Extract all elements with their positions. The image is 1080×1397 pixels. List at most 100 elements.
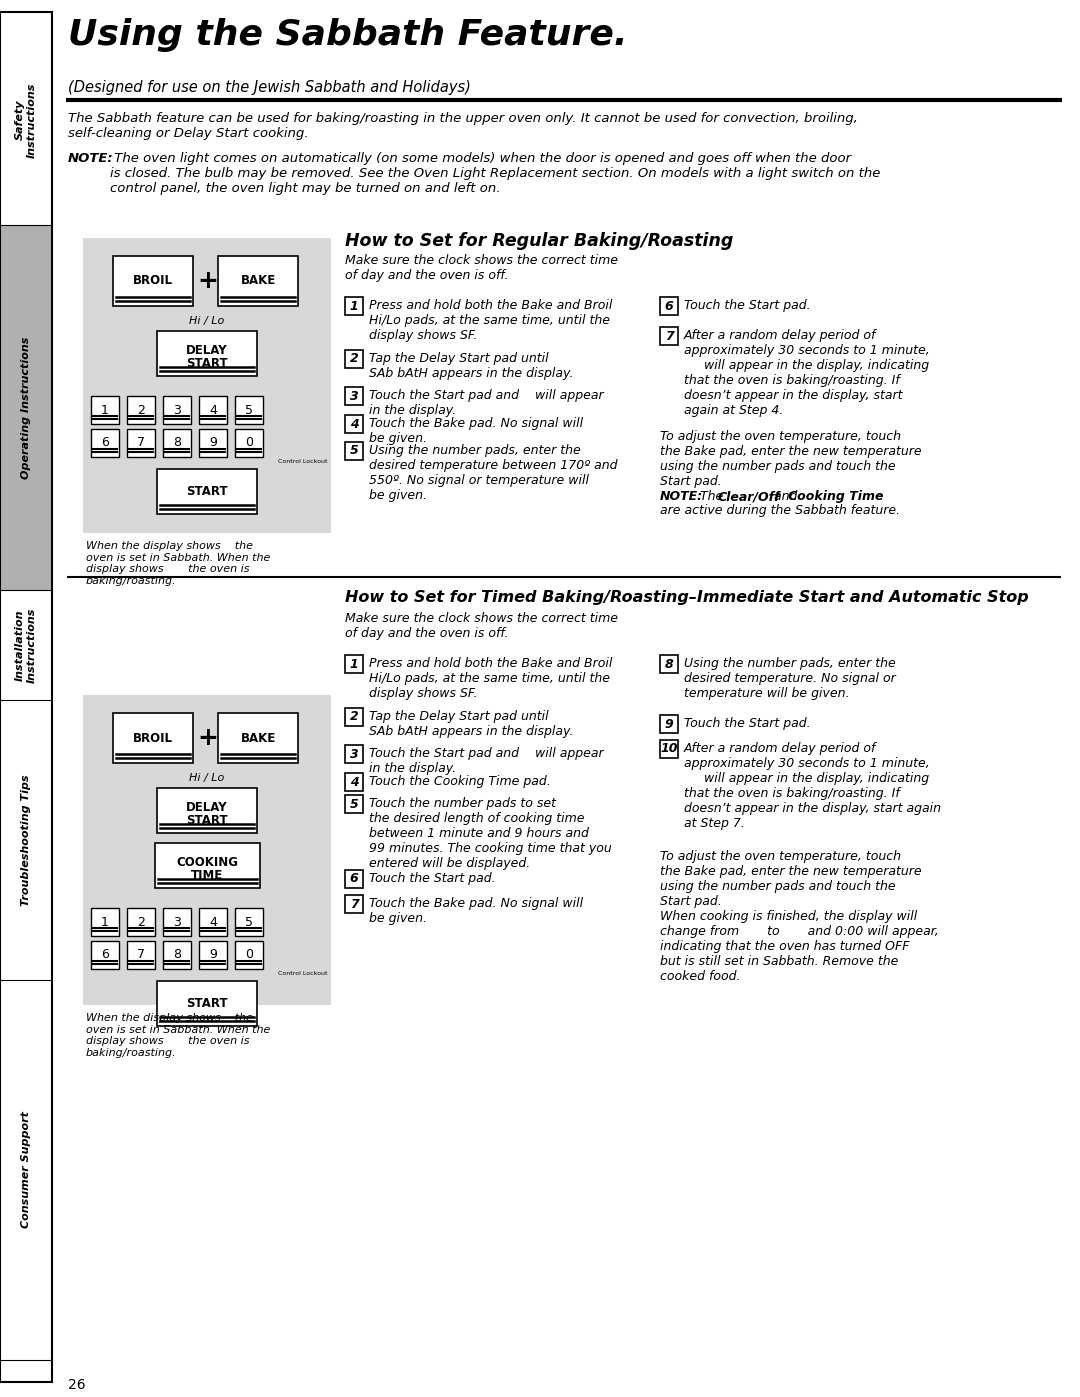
Bar [660,740,678,759]
FancyBboxPatch shape [91,395,119,425]
Text: 7: 7 [137,949,145,961]
FancyBboxPatch shape [199,908,227,936]
FancyBboxPatch shape [91,429,119,457]
Text: 6: 6 [102,949,109,961]
Text: 5: 5 [350,444,359,457]
Text: 2: 2 [350,711,359,724]
Bar [83,237,330,534]
Text: Touch the Bake pad. No signal will
be given.: Touch the Bake pad. No signal will be gi… [369,416,583,446]
Bar [345,745,363,763]
FancyBboxPatch shape [163,942,191,970]
Bar [345,441,363,460]
Text: Make sure the clock shows the correct time
of day and the oven is off.: Make sure the clock shows the correct ti… [345,612,618,640]
Text: 8: 8 [173,949,181,961]
Text: Press and hold both the Bake and Broil
Hi/Lo pads, at the same time, until the
d: Press and hold both the Bake and Broil H… [369,657,612,700]
FancyBboxPatch shape [163,429,191,457]
FancyBboxPatch shape [199,429,227,457]
Text: Safety
Instructions: Safety Instructions [15,82,37,158]
FancyBboxPatch shape [91,908,119,936]
Text: How to Set for Timed Baking/Roasting–Immediate Start and Automatic Stop: How to Set for Timed Baking/Roasting–Imm… [345,590,1029,605]
Text: +: + [198,270,218,293]
Text: 4: 4 [350,418,359,430]
Text: 8: 8 [664,658,673,671]
Text: 7: 7 [137,436,145,450]
Text: Control Lockout: Control Lockout [279,460,328,464]
FancyBboxPatch shape [163,395,191,425]
Text: 2: 2 [137,404,145,416]
Text: 3: 3 [173,404,181,416]
Text: 0: 0 [245,436,253,450]
Bar [660,298,678,314]
FancyBboxPatch shape [113,256,193,306]
Text: Operating Instructions: Operating Instructions [21,337,31,479]
Text: Press and hold both the Bake and Broil
Hi/Lo pads, at the same time, until the
d: Press and hold both the Bake and Broil H… [369,299,612,342]
FancyBboxPatch shape [235,942,264,970]
Bar [345,795,363,813]
Text: 9: 9 [210,436,217,450]
Text: START: START [186,358,228,370]
Text: Control Lockout: Control Lockout [279,971,328,977]
FancyBboxPatch shape [127,429,156,457]
Text: 3: 3 [350,747,359,760]
Text: Tap the Delay Start pad until
SAb bAtH appears in the display.: Tap the Delay Start pad until SAb bAtH a… [369,352,573,380]
Text: 2: 2 [350,352,359,366]
Text: Touch the Cooking Time pad.: Touch the Cooking Time pad. [369,775,551,788]
Text: Using the number pads, enter the
desired temperature. No signal or
temperature w: Using the number pads, enter the desired… [684,657,895,700]
Bar [0,225,52,590]
FancyBboxPatch shape [218,256,298,306]
Text: 0: 0 [245,949,253,961]
Text: 1: 1 [350,299,359,313]
Text: Touch the Start pad and    will appear
in the display.: Touch the Start pad and will appear in t… [369,388,604,416]
Text: BAKE: BAKE [241,274,275,288]
FancyBboxPatch shape [218,712,298,763]
Text: Cooking Time: Cooking Time [788,490,883,503]
Text: 1: 1 [350,658,359,671]
Text: 6: 6 [664,299,673,313]
Text: Touch the number pads to set
the desired length of cooking time
between 1 minute: Touch the number pads to set the desired… [369,798,611,870]
Text: 4: 4 [350,775,359,788]
Text: BROIL: BROIL [133,274,173,288]
Text: 9: 9 [210,949,217,961]
FancyBboxPatch shape [157,981,257,1025]
Text: The: The [700,490,727,503]
Text: 1: 1 [102,404,109,416]
Text: To adjust the oven temperature, touch
the Bake pad, enter the new temperature
us: To adjust the oven temperature, touch th… [660,849,921,908]
Text: BROIL: BROIL [133,732,173,745]
Text: Touch the Bake pad. No signal will
be given.: Touch the Bake pad. No signal will be gi… [369,897,583,925]
Text: TIME: TIME [191,869,224,882]
Text: 10: 10 [660,742,678,756]
Bar [83,694,330,1004]
Bar [345,708,363,726]
Text: 5: 5 [245,915,253,929]
Text: Using the number pads, enter the
desired temperature between 170º and
550º. No s: Using the number pads, enter the desired… [369,444,618,502]
Text: 1: 1 [102,915,109,929]
FancyBboxPatch shape [127,908,156,936]
Text: Installation
Instructions: Installation Instructions [15,608,37,683]
FancyBboxPatch shape [154,842,259,888]
Bar [0,0,52,1397]
Text: 9: 9 [664,718,673,731]
Text: 7: 7 [350,897,359,911]
FancyBboxPatch shape [157,788,257,833]
Bar [660,327,678,345]
Text: NOTE:: NOTE: [68,152,113,165]
Text: Hi / Lo: Hi / Lo [189,316,225,326]
Text: Touch the Start pad and    will appear
in the display.: Touch the Start pad and will appear in t… [369,747,604,775]
FancyBboxPatch shape [235,429,264,457]
FancyBboxPatch shape [235,908,264,936]
Text: START: START [186,485,228,497]
Text: NOTE:: NOTE: [660,490,703,503]
Text: START: START [186,814,228,827]
FancyBboxPatch shape [91,942,119,970]
Text: To adjust the oven temperature, touch
the Bake pad, enter the new temperature
us: To adjust the oven temperature, touch th… [660,430,921,488]
Text: 26: 26 [68,1377,85,1391]
Text: After a random delay period of
approximately 30 seconds to 1 minute,
     will a: After a random delay period of approxima… [684,330,930,416]
Text: are active during the Sabbath feature.: are active during the Sabbath feature. [660,504,900,517]
Bar [345,773,363,791]
FancyBboxPatch shape [199,942,227,970]
Text: Using the Sabbath Feature.: Using the Sabbath Feature. [68,18,627,52]
FancyBboxPatch shape [157,331,257,376]
Text: 2: 2 [137,915,145,929]
FancyBboxPatch shape [113,712,193,763]
Bar [660,715,678,733]
